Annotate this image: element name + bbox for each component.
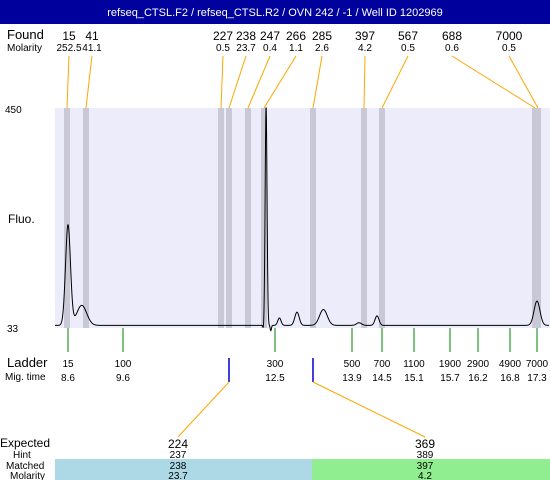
ladder-size-label: 500: [344, 359, 361, 370]
found-peak-molarity: 23.7: [236, 43, 256, 54]
found-peak-molarity: 0.6: [445, 43, 459, 54]
ladder-time-label: 15.1: [404, 373, 424, 384]
found-peak-molarity: 1.1: [289, 43, 303, 54]
found-peak-molarity: 0.5: [401, 43, 415, 54]
plot-area: [55, 108, 550, 328]
found-peak-size: 688: [442, 29, 462, 43]
hint-size: 389: [417, 450, 434, 461]
found-peak-connector: [363, 55, 366, 109]
ladder-size-label: 7000: [526, 359, 549, 370]
matched-label: Matched: [6, 461, 44, 472]
found-peak-size: 41: [85, 29, 99, 43]
matched-molarity: 23.7: [168, 471, 188, 480]
y-tick-min: 33: [7, 324, 19, 335]
found-peak-size: 266: [286, 29, 306, 43]
found-peak-size: 238: [236, 29, 256, 43]
ladder-size-label: 4900: [499, 359, 522, 370]
found-peak-band: [361, 108, 367, 328]
found-peak-size: 7000: [496, 29, 523, 43]
found-peak-band: [379, 108, 385, 328]
y-tick-max: 450: [5, 105, 22, 116]
matched-molarity: 4.2: [418, 471, 432, 480]
mig-time-label: Mig. time: [5, 372, 46, 383]
expected-connector: [312, 381, 426, 438]
ladder-size-label: 700: [374, 359, 391, 370]
found-peak-size: 397: [355, 29, 375, 43]
hint-label: Hint: [13, 450, 31, 461]
found-peak-connector: [66, 55, 70, 109]
found-peak-connector: [247, 55, 271, 109]
found-peak-size: 567: [398, 29, 418, 43]
found-peak-band: [261, 108, 267, 328]
found-peak-connector: [85, 55, 93, 109]
found-label: Found: [7, 27, 44, 42]
found-peak-band: [218, 108, 224, 328]
found-peak-band: [535, 108, 541, 328]
found-peak-molarity: 4.2: [358, 43, 372, 54]
matched-size: 397: [417, 461, 434, 472]
found-peak-band: [64, 108, 70, 328]
ladder-size-label: 1100: [403, 359, 425, 370]
expected-label: Expected: [0, 436, 50, 450]
chart-title: refseq_CTSL.F2 / refseq_CTSL.R2 / OVN 24…: [107, 7, 442, 19]
found-peak-molarity: 2.6: [315, 43, 329, 54]
ladder-time-label: 8.6: [61, 373, 75, 384]
ladder-time-label: 13.9: [342, 373, 362, 384]
found-peak-size: 227: [213, 29, 233, 43]
ladder-size-label: 15: [62, 359, 74, 370]
found-peak-connector: [228, 55, 247, 109]
expected-size: 224: [168, 437, 188, 451]
found-peak-band: [245, 108, 251, 328]
found-peak-band: [226, 108, 232, 328]
found-peak-size: 15: [62, 29, 76, 43]
found-peak-connector: [263, 55, 297, 109]
ladder-label: Ladder: [7, 355, 48, 370]
title-bar: [0, 0, 550, 24]
fluo-label: Fluo.: [8, 212, 35, 226]
ladder-size-label: 1900: [439, 359, 462, 370]
found-peak-band: [310, 108, 316, 328]
hint-size: 237: [170, 450, 187, 461]
fluorescence-trace: [55, 107, 549, 332]
ladder-time-label: 15.7: [440, 373, 460, 384]
matched-row-green: [312, 459, 550, 480]
found-peak-size: 247: [260, 29, 280, 43]
found-peak-connector: [451, 55, 536, 109]
found-peak-size: 285: [312, 29, 332, 43]
found-peak-molarity: 252.5: [56, 43, 81, 54]
ladder-time-label: 14.5: [372, 373, 392, 384]
molarity-label: Molarity: [7, 43, 42, 54]
ladder-time-label: 16.2: [468, 373, 488, 384]
found-peak-band: [83, 108, 89, 328]
expected-connector: [177, 381, 230, 438]
found-peak-connector: [220, 55, 224, 109]
found-peak-molarity: 0.5: [502, 43, 516, 54]
ladder-time-label: 9.6: [116, 373, 130, 384]
ladder-time-label: 16.8: [500, 373, 520, 384]
expected-size: 369: [415, 437, 435, 451]
ladder-size-label: 300: [267, 359, 284, 370]
found-peak-molarity: 0.5: [216, 43, 230, 54]
ladder-size-label: 100: [115, 359, 132, 370]
found-peak-molarity: 41.1: [82, 43, 102, 54]
ladder-time-label: 17.3: [527, 373, 547, 384]
matched-size: 238: [170, 461, 187, 472]
ladder-time-label: 12.5: [265, 373, 285, 384]
molarity-bottom-label: Molarity: [10, 471, 45, 480]
matched-row-blue: [55, 459, 312, 480]
found-peak-connector: [508, 55, 539, 109]
found-peak-connector: [381, 55, 409, 109]
found-peak-molarity: 0.4: [263, 43, 277, 54]
found-peak-connector: [312, 55, 323, 109]
ladder-size-label: 2900: [467, 359, 490, 370]
